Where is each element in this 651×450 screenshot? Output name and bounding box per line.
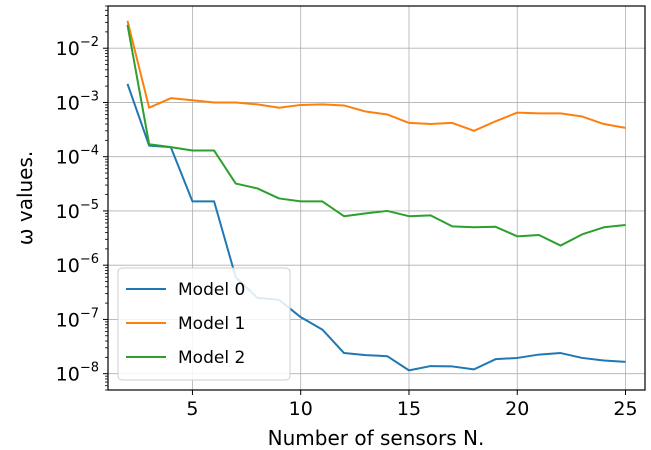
x-tick-label: 20: [505, 398, 529, 420]
legend-label-model-0: Model 0: [178, 280, 245, 300]
y-tick-base: 10: [56, 147, 80, 169]
series-layer: [126, 20, 626, 372]
y-tick-exponent: −2: [80, 35, 99, 50]
y-tick-exponent: −6: [80, 252, 99, 267]
y-tick-label: 10−7: [56, 306, 99, 331]
y-tick-label: 10−2: [56, 35, 99, 60]
x-tick-label: 10: [289, 398, 313, 420]
y-axis-label: ω values.: [13, 151, 37, 246]
y-tick-exponent: −3: [80, 89, 99, 104]
legend-label-model-2: Model 2: [178, 348, 245, 368]
y-tick-label: 10−3: [56, 89, 99, 114]
legend-box: [117, 267, 291, 381]
x-tick-label: 15: [397, 398, 421, 420]
x-tick-label: 25: [613, 398, 637, 420]
y-tick-base: 10: [56, 201, 80, 223]
legend: Model 0 Model 1 Model 2: [117, 267, 291, 381]
y-tick-exponent: −8: [80, 361, 99, 376]
y-tick-base: 10: [56, 255, 80, 277]
y-tick-base: 10: [56, 364, 80, 386]
y-tick-exponent: −7: [80, 306, 99, 321]
y-tick-base: 10: [56, 92, 80, 114]
y-tick-exponent: −5: [80, 198, 99, 213]
x-axis-label: Number of sensors N.: [268, 426, 485, 450]
y-tick-base: 10: [56, 309, 80, 331]
y-tick-exponent: −4: [80, 144, 99, 159]
series-line-model-1: [126, 20, 626, 132]
series-line-model-0: [126, 83, 626, 372]
series-line-model-2: [126, 24, 626, 247]
x-tick-label: 5: [186, 398, 198, 420]
plot-frame: [107, 5, 646, 391]
y-tick-label: 10−4: [56, 144, 99, 169]
y-tick-label: 10−5: [56, 198, 99, 223]
legend-label-model-1: Model 1: [178, 314, 245, 334]
y-tick-label: 10−8: [56, 361, 99, 386]
y-tick-base: 10: [56, 38, 80, 60]
y-tick-label: 10−6: [56, 252, 99, 277]
